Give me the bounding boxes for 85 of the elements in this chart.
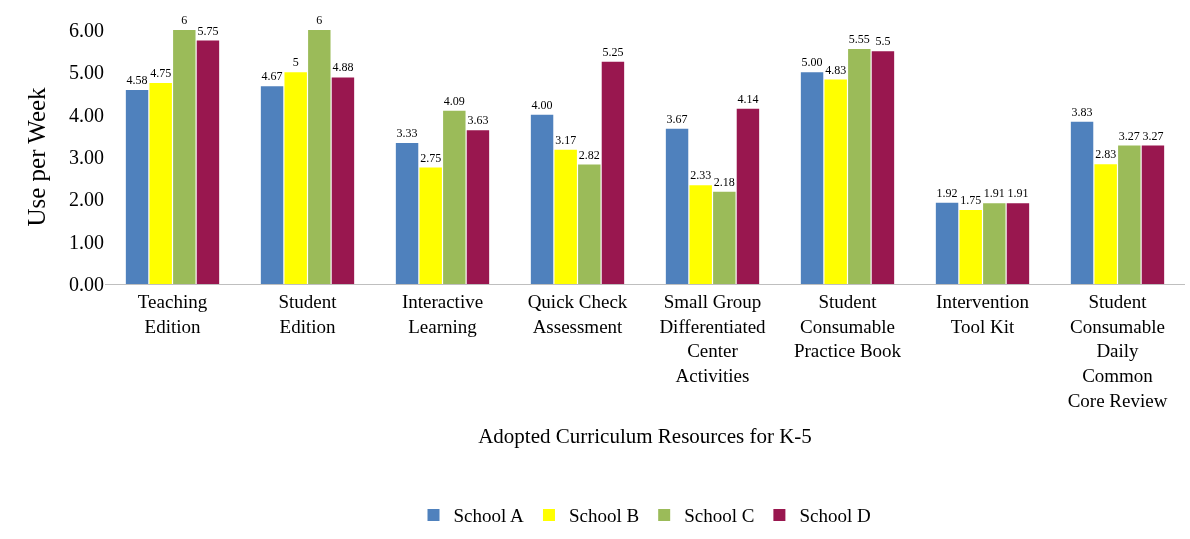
data-label: 4.67 — [261, 69, 283, 84]
bar — [1006, 203, 1030, 284]
bar — [173, 30, 196, 284]
y-axis-title: Use per Week — [23, 86, 50, 227]
y-tick-label: 4.00 — [69, 103, 104, 126]
data-label: 2.83 — [1095, 147, 1117, 162]
data-label: 3.33 — [396, 126, 418, 141]
bar — [149, 82, 172, 284]
x-tick-label: Small Group Differentiated Center Activities — [659, 290, 767, 386]
data-label: 5 — [292, 55, 299, 70]
bar — [443, 110, 466, 284]
x-tick-label: Student Consumable Practice Book — [793, 290, 902, 362]
data-label: 1.91 — [1007, 186, 1029, 201]
data-label: 3.63 — [467, 113, 489, 128]
y-tick-label: 2.00 — [69, 188, 104, 211]
bar — [1094, 164, 1117, 284]
data-label: 4.58 — [126, 73, 148, 88]
bar — [395, 143, 419, 284]
data-label: 5.25 — [602, 44, 624, 59]
data-label: 2.33 — [690, 168, 712, 183]
bar — [1070, 121, 1094, 284]
bar — [824, 79, 847, 284]
data-label: 4.09 — [443, 93, 465, 108]
y-tick-label: 5.00 — [69, 61, 104, 84]
data-label: 5.75 — [197, 23, 219, 38]
data-label: 6 — [181, 13, 188, 27]
bar — [308, 30, 331, 284]
y-tick-label: 6.00 — [69, 19, 104, 41]
legend-label: School B — [568, 505, 640, 527]
y-tick-label: 3.00 — [69, 146, 104, 168]
bar — [713, 191, 736, 284]
bar — [331, 77, 355, 284]
data-label: 5.5 — [875, 34, 891, 49]
bar — [871, 51, 895, 284]
bar — [260, 86, 284, 284]
bar — [554, 149, 577, 284]
bar — [601, 61, 625, 284]
data-label: 4.88 — [332, 60, 354, 75]
bar — [848, 49, 871, 284]
x-tick-label: Student Consumable Daily Common Core Review — [1067, 290, 1168, 411]
y-tick-label: 0.00 — [69, 273, 104, 295]
bar — [983, 203, 1006, 284]
bar — [530, 114, 554, 284]
bar — [284, 72, 307, 284]
bar — [665, 128, 689, 284]
y-tick-label: 1.00 — [69, 230, 104, 253]
data-label: 4.83 — [825, 62, 847, 77]
bar — [1118, 145, 1141, 284]
data-label: 3.27 — [1142, 128, 1164, 143]
bar — [736, 108, 760, 284]
data-label: 5.55 — [848, 32, 870, 47]
legend-label: School A — [453, 505, 524, 527]
data-label: 3.27 — [1118, 128, 1140, 143]
data-label: 2.75 — [420, 150, 442, 165]
data-label: 3.17 — [555, 132, 577, 147]
bar — [800, 72, 824, 284]
x-tick-label: Teaching Edition — [137, 290, 208, 337]
data-label: 5.00 — [801, 55, 823, 70]
data-label: 4.00 — [531, 97, 553, 112]
bar — [578, 164, 601, 284]
x-tick-label: Student Edition — [278, 290, 338, 337]
bar — [689, 185, 712, 284]
data-label: 4.14 — [737, 91, 759, 106]
bar — [466, 130, 490, 284]
data-label: 3.83 — [1071, 104, 1093, 119]
x-tick-label: Interactive Learning — [401, 290, 484, 337]
x-tick-label: Quick Check Assessment — [527, 290, 628, 337]
bar — [419, 167, 442, 284]
data-label: 1.91 — [983, 186, 1005, 201]
legend-label: School D — [799, 505, 871, 527]
bar — [935, 202, 959, 284]
data-label: 6 — [316, 13, 323, 27]
data-label: 4.75 — [150, 65, 172, 80]
data-label: 2.82 — [578, 147, 600, 162]
data-label: 2.18 — [713, 174, 735, 189]
x-axis-title: Adopted Curriculum Resources for K-5 — [478, 423, 812, 448]
legend-label: School C — [684, 505, 755, 527]
data-label: 1.75 — [960, 192, 982, 207]
data-label: 1.92 — [936, 185, 958, 200]
x-tick-label: Intervention Tool Kit — [936, 290, 1030, 337]
data-label: 3.67 — [666, 111, 688, 126]
bar — [1141, 145, 1165, 284]
bar — [196, 40, 220, 284]
bar — [125, 90, 149, 284]
bar — [959, 209, 982, 284]
